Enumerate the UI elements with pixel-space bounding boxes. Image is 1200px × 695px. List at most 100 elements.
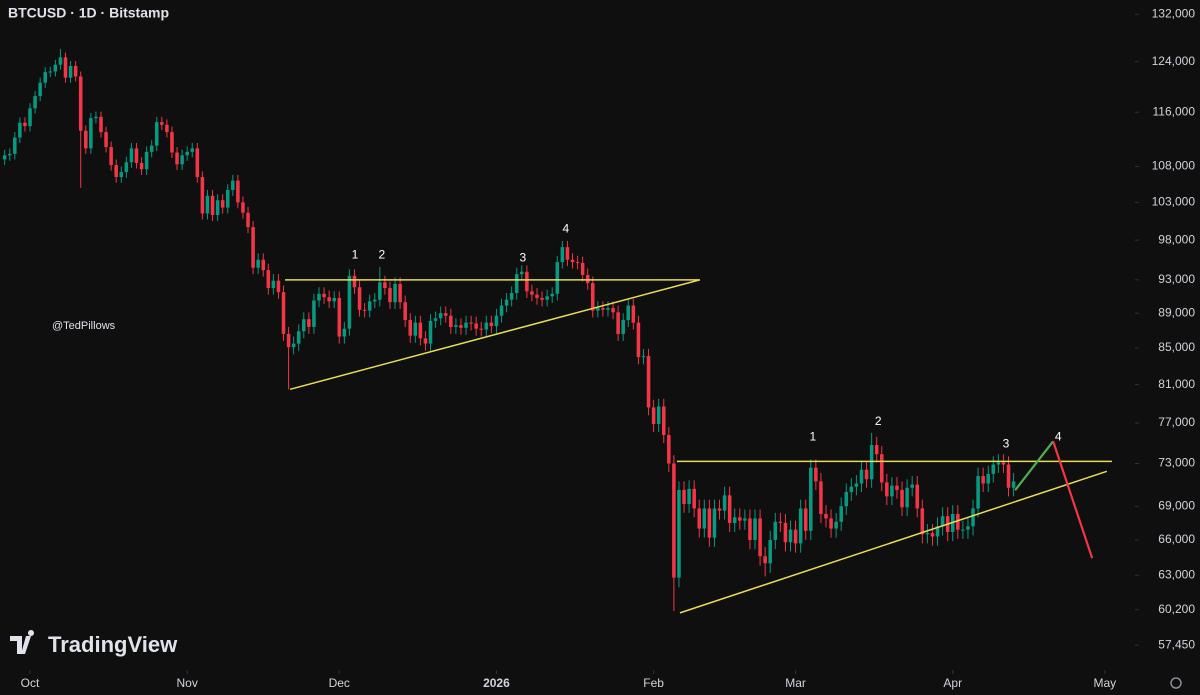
- candle-body: [656, 406, 661, 425]
- x-tick-label: May: [1093, 676, 1116, 690]
- candle-body: [489, 322, 494, 327]
- x-tick-label: Dec: [329, 676, 350, 690]
- wave-label: 3: [519, 250, 526, 264]
- candle-body: [332, 297, 336, 302]
- y-tick-label: 81,000: [1158, 377, 1195, 391]
- candle-body: [935, 526, 940, 537]
- candle-body: [129, 148, 134, 163]
- candle-body: [494, 315, 499, 327]
- candle-body: [428, 320, 433, 344]
- y-tick-label: 85,000: [1158, 340, 1195, 354]
- candle-body: [362, 309, 367, 311]
- candle-body: [707, 508, 712, 538]
- trend-line: [679, 470, 1108, 614]
- x-tick-label: Apr: [943, 676, 962, 690]
- candle-body: [215, 200, 220, 216]
- candle-body: [646, 356, 651, 408]
- candle-body: [596, 308, 600, 311]
- y-tick-label: 66,000: [1158, 532, 1195, 546]
- candle-body: [895, 485, 899, 490]
- candle-body: [636, 322, 641, 358]
- gear[interactable]: [1170, 677, 1182, 689]
- candle-body: [33, 96, 37, 109]
- candle-body: [119, 172, 124, 178]
- candle-body: [271, 280, 276, 289]
- candle-body: [195, 148, 200, 178]
- candle-body: [443, 313, 448, 316]
- candle-body: [464, 322, 468, 328]
- candle-body: [89, 118, 93, 149]
- settings-icon[interactable]: [1170, 677, 1182, 689]
- candle-body: [205, 195, 210, 214]
- candle-body: [783, 522, 788, 543]
- candle-body: [687, 488, 691, 505]
- candle-body: [839, 506, 843, 522]
- candle-body: [859, 469, 864, 484]
- wave-label: 1: [809, 429, 816, 443]
- candle-body: [84, 130, 88, 149]
- candle-body: [357, 287, 362, 310]
- candle-body: [956, 513, 960, 530]
- candle-body: [18, 122, 22, 138]
- candle-body: [555, 262, 560, 294]
- candle-body: [520, 271, 524, 275]
- candle-body: [347, 275, 352, 329]
- y-tick-label: 116,000: [1153, 104, 1196, 118]
- candle-body: [692, 488, 696, 509]
- x-tick-label: Feb: [643, 676, 664, 690]
- candle-body: [743, 518, 747, 521]
- candle-body: [864, 469, 869, 480]
- candle-body: [367, 301, 372, 311]
- candle-body: [641, 356, 646, 358]
- candle-body: [525, 271, 529, 292]
- candle-body: [449, 315, 453, 327]
- candle-body: [23, 122, 27, 127]
- candle-body: [165, 124, 169, 133]
- candle-body: [78, 76, 83, 131]
- candle-body: [312, 300, 316, 327]
- candle-body: [413, 322, 418, 336]
- y-tick-label: 124,000: [1152, 54, 1196, 68]
- candle-body: [819, 481, 823, 514]
- candle-body: [307, 319, 311, 327]
- candle-body: [626, 305, 631, 321]
- candle-body: [154, 122, 159, 146]
- candle-body: [560, 247, 565, 263]
- candle-body: [317, 293, 321, 301]
- candle-body: [621, 320, 625, 334]
- candle-body: [672, 463, 676, 578]
- wave-label: 2: [379, 248, 386, 262]
- wave-label: 4: [1055, 429, 1062, 443]
- candle-body: [185, 151, 189, 156]
- candle-body: [682, 489, 686, 505]
- candle-body: [768, 539, 772, 564]
- candle-body: [266, 270, 271, 289]
- candle-body: [580, 262, 585, 275]
- candle-body: [829, 518, 833, 529]
- x-tick-label: Mar: [785, 676, 806, 690]
- candle-body: [63, 57, 68, 78]
- candle-body: [109, 147, 113, 166]
- candle-body: [393, 283, 397, 303]
- candle-body: [53, 64, 58, 72]
- candle-body: [631, 305, 636, 323]
- candle-body: [590, 283, 595, 311]
- candle-body: [900, 489, 904, 508]
- candle-body: [398, 283, 402, 303]
- candle-body: [225, 189, 230, 208]
- candle-body: [352, 275, 357, 288]
- candle-body: [732, 517, 737, 523]
- candle-body: [104, 132, 108, 148]
- candle-body: [966, 526, 970, 530]
- candle-body: [322, 293, 326, 298]
- candle-body: [499, 305, 504, 316]
- candle-body: [149, 145, 154, 152]
- candle-body: [261, 259, 266, 271]
- x-tick-label: 2026: [483, 676, 510, 690]
- watermark: @TedPillows: [52, 320, 116, 332]
- candle-body: [291, 343, 296, 348]
